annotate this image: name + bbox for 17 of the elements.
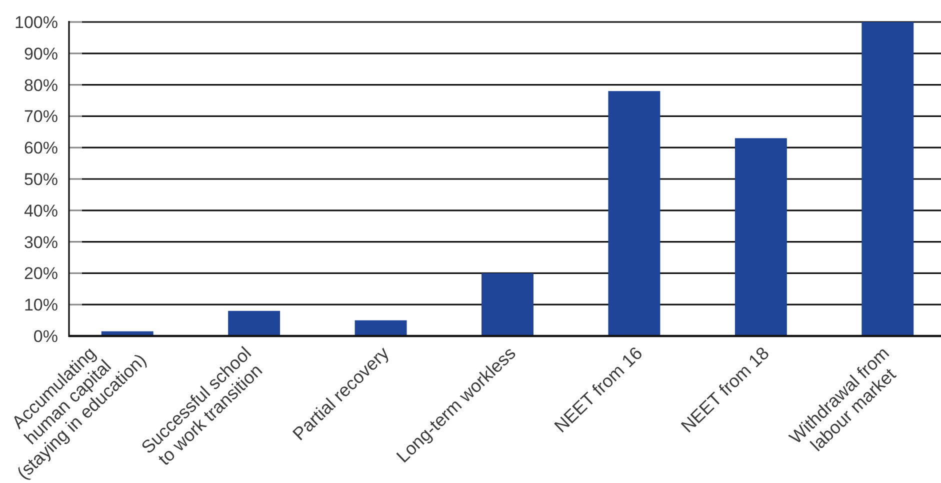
bar (608, 91, 660, 336)
y-tick-label: 70% (24, 107, 58, 126)
y-tick-label: 30% (24, 232, 58, 252)
y-tick-label: 20% (24, 264, 58, 284)
y-tick-label: 10% (24, 296, 58, 315)
y-tick-label: 50% (24, 170, 58, 189)
bar (862, 22, 914, 336)
y-tick-label: 80% (24, 76, 58, 95)
y-tick-label: 90% (24, 44, 58, 64)
y-tick-label: 40% (24, 201, 58, 220)
y-tick-label: 100% (14, 12, 58, 32)
bar (482, 273, 534, 336)
y-tick-label: 60% (24, 138, 58, 158)
bar (228, 310, 280, 336)
bar (734, 138, 787, 336)
bar (354, 320, 407, 336)
y-tick-label: 0% (33, 326, 58, 346)
